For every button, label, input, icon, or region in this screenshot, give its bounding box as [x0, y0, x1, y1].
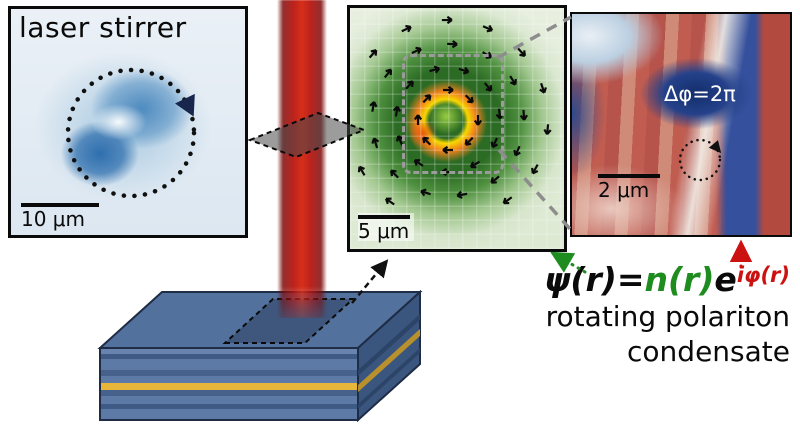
caption-line-1: rotating polariton: [545, 300, 790, 333]
rotation-arrow-icon: [65, 67, 197, 199]
laser-beam: [277, 0, 327, 318]
phase-scalebar: 2 μm: [598, 174, 660, 200]
condensate-equation: ψ(r)=n(r)eiφ(r): [460, 260, 790, 299]
panel-phase-map: Δφ=2π 2 μm: [570, 12, 792, 237]
eq-exponent: iφ(r): [736, 263, 790, 287]
density-scalebar: 5 μm: [358, 213, 414, 241]
scale-bar-line: [598, 174, 660, 178]
caption-line-2: condensate: [627, 335, 790, 368]
stirrer-scalebar: 10 μm: [21, 203, 99, 229]
quantum-well-stripe: [100, 383, 358, 390]
phase-winding-circle-icon: [678, 138, 722, 182]
eq-base: e: [714, 260, 737, 299]
panel-laser-stirrer: laser stirrer 10 μm: [8, 6, 248, 238]
scale-bar-line: [358, 215, 410, 219]
slab-side-face: [357, 289, 421, 423]
eq-density-term: n(r): [644, 260, 715, 299]
scale-bar-label: 5 μm: [358, 219, 410, 243]
phase-winding-label: Δφ=2π: [664, 82, 736, 106]
scale-bar-line: [21, 203, 99, 207]
zoom-region-box: [402, 54, 504, 174]
stirrer-title: laser stirrer: [19, 11, 187, 44]
slab-front-face: [99, 347, 359, 421]
scale-bar-label: 10 μm: [21, 207, 86, 231]
scale-bar-label: 2 μm: [598, 178, 650, 202]
panel-density-map: 5 μm: [347, 5, 567, 252]
equation-block: ψ(r)=n(r)eiφ(r) rotating polariton conde…: [460, 260, 790, 369]
eq-lhs: ψ(r)=: [544, 260, 645, 299]
